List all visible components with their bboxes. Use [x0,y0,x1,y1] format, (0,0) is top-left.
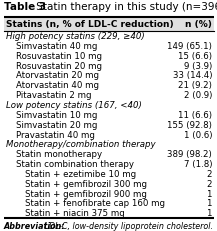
Text: Table 3: Table 3 [4,2,46,12]
Text: Statin combination therapy: Statin combination therapy [16,159,134,168]
Text: 149 (65.1): 149 (65.1) [167,42,212,51]
Text: Atorvastatin 20 mg: Atorvastatin 20 mg [16,71,99,80]
Text: 7 (1.8): 7 (1.8) [184,159,212,168]
Bar [4,18,214,31]
Text: Rosuvastatin 20 mg: Rosuvastatin 20 mg [16,61,102,70]
Text: Statin + niacin 375 mg: Statin + niacin 375 mg [25,208,124,217]
Text: Rosuvastatin 10 mg: Rosuvastatin 10 mg [16,52,102,61]
Text: Simvastatin 10 mg: Simvastatin 10 mg [16,110,97,119]
Text: Statin + ezetimibe 10 mg: Statin + ezetimibe 10 mg [25,169,136,178]
Text: Atorvastatin 40 mg: Atorvastatin 40 mg [16,81,99,90]
Text: Simvastatin 40 mg: Simvastatin 40 mg [16,42,97,51]
Text: Statins (n, % of LDL-C reduction): Statins (n, % of LDL-C reduction) [6,20,173,29]
Text: Statin therapy in this study (n=396): Statin therapy in this study (n=396) [33,2,217,12]
Text: Simvastatin 20 mg: Simvastatin 20 mg [16,120,97,129]
Text: Statin monotherapy: Statin monotherapy [16,150,102,158]
Text: 11 (6.6): 11 (6.6) [178,110,212,119]
Text: Statin + gemfibrozil 300 mg: Statin + gemfibrozil 300 mg [25,179,146,188]
Text: 15 (6.6): 15 (6.6) [178,52,212,61]
Text: 33 (14.4): 33 (14.4) [173,71,212,80]
Text: Abbreviation:: Abbreviation: [4,221,66,230]
Text: 155 (92.8): 155 (92.8) [167,120,212,129]
Text: Pravastatin 40 mg: Pravastatin 40 mg [16,130,95,139]
Text: 1: 1 [207,208,212,217]
Text: 9 (3.9): 9 (3.9) [184,61,212,70]
Text: High potency statins (229, ≥40): High potency statins (229, ≥40) [6,32,144,41]
Text: Monotherapy/combination therapy: Monotherapy/combination therapy [6,140,155,149]
Text: Pitavastatin 2 mg: Pitavastatin 2 mg [16,91,91,100]
Text: 1: 1 [207,189,212,198]
Text: n (%): n (%) [185,20,212,29]
Text: Statin + fenofibrate cap 160 mg: Statin + fenofibrate cap 160 mg [25,199,164,208]
Text: 2: 2 [207,179,212,188]
Text: 1: 1 [207,199,212,208]
Text: Statin + gemfibrozil 900 mg: Statin + gemfibrozil 900 mg [25,189,146,198]
Text: LDL-C, low-density lipoprotein cholesterol.: LDL-C, low-density lipoprotein cholester… [42,221,213,230]
Text: 2 (0.9): 2 (0.9) [184,91,212,100]
Text: 2: 2 [207,169,212,178]
Text: 389 (98.2): 389 (98.2) [167,150,212,158]
Text: Low potency statins (167, <40): Low potency statins (167, <40) [6,100,141,109]
Text: 1 (0.6): 1 (0.6) [184,130,212,139]
Text: 21 (9.2): 21 (9.2) [178,81,212,90]
